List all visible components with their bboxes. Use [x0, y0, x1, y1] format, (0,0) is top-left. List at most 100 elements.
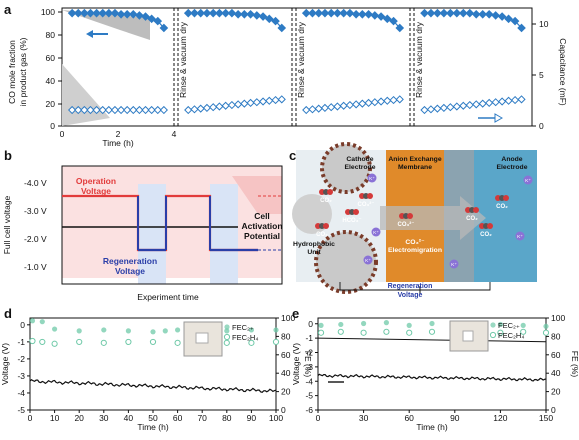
- fe-c2h4-point: [406, 329, 413, 336]
- svg-text:2: 2: [116, 129, 121, 139]
- molecule-label: HCO₃⁻: [342, 218, 361, 224]
- fe-c2h4-point: [76, 338, 83, 346]
- svg-text:0: 0: [539, 121, 544, 131]
- x-tick-label: 0: [316, 413, 321, 423]
- panel-a-co-point: [183, 8, 193, 18]
- regen-circuit: [339, 282, 491, 291]
- y-tick-label: 0: [20, 320, 25, 330]
- panel-a-cap-point: [446, 103, 455, 112]
- panel-a-cap-point: [389, 95, 398, 105]
- panel-a-co-point: [196, 8, 206, 18]
- fe-c2-point: [520, 322, 526, 328]
- membrane-label-1: Anion Exchange: [388, 156, 441, 163]
- panel-a-cap-point: [510, 95, 520, 105]
- panel-a-cap-point: [209, 103, 218, 112]
- fe-c2-point: [76, 328, 82, 334]
- panel-a-cap-point: [92, 105, 101, 115]
- panel-e-photo-sample: [462, 330, 474, 342]
- panel-a-co-point: [370, 11, 380, 20]
- gap-label-3: Rinse & vacuum dry: [414, 21, 424, 98]
- panel-a-co-point: [215, 8, 224, 18]
- anode-label-2: Electrode: [497, 164, 528, 171]
- molecule-label: CO₃²⁻: [398, 221, 415, 228]
- molecule-label: CO₂: [320, 198, 332, 204]
- y-tick-label: -2: [17, 354, 25, 364]
- fe-c2-point: [406, 322, 412, 328]
- fe-c2h4-point: [360, 329, 367, 336]
- fe-c2h4-point: [542, 329, 550, 336]
- x-tick-label: 100: [269, 413, 283, 423]
- regen-label-1: Regeneration: [388, 283, 433, 290]
- panel-a-co-point: [301, 8, 311, 18]
- panel-a-co-point: [86, 8, 95, 18]
- panel-a-cap-point: [86, 105, 95, 115]
- panel-a-cap-point: [472, 100, 481, 109]
- fe-c2h4-point: [248, 339, 255, 346]
- oxygen-atom: [327, 189, 333, 195]
- panel-a-co-point: [227, 8, 237, 18]
- panel-a-cap-point: [327, 103, 336, 112]
- y-tick-label: -6: [305, 405, 313, 415]
- oxygen-atom: [473, 207, 479, 213]
- panel-a-cap-point: [339, 101, 348, 110]
- svg-text:10: 10: [539, 19, 549, 29]
- fe-c2h4-point: [272, 338, 280, 346]
- panel-a-cap-point: [116, 105, 126, 115]
- panel-a-cap-point: [159, 105, 168, 115]
- panel-b-regen-band-2: [210, 184, 238, 284]
- anode-label-1: Anode: [501, 156, 522, 163]
- panel-a-co-point: [382, 14, 392, 24]
- panel-letter-e: e: [292, 306, 299, 321]
- svg-text:-4.0 V: -4.0 V: [24, 178, 47, 188]
- y-tick-label: -5: [17, 405, 25, 415]
- panel-a-co-point: [339, 8, 348, 18]
- y-right-tick-label: 60: [281, 350, 291, 360]
- panel-a-co-point: [116, 9, 126, 19]
- cathode-particle-bottom: [314, 230, 378, 294]
- panel-a-cap-point: [202, 103, 212, 113]
- panel-letter-a: a: [4, 2, 12, 17]
- panel-b-activation-wedge: [232, 176, 282, 214]
- panel-a-co-point: [465, 8, 475, 18]
- panel-d-legend-1: FEC₂₊: [232, 323, 254, 332]
- x-tick-label: 90: [247, 413, 257, 423]
- panel-d-ylabel-right: FE (%): [303, 351, 313, 378]
- fe-c2-point: [162, 328, 168, 334]
- panel-a-x-ticks: 0 2 4: [60, 129, 177, 139]
- molecule-label: CO₃²⁻: [358, 201, 375, 208]
- panel-a-cap-point: [308, 105, 317, 114]
- panel-a-cap-point: [459, 101, 468, 110]
- y-tick-label: -5: [305, 391, 313, 401]
- y-tick-label: -1: [17, 337, 25, 347]
- panel-a-cap-point: [383, 96, 392, 105]
- panel-a-co-point: [478, 9, 488, 19]
- fe-c2h4-point: [39, 338, 46, 346]
- fe-c2h4-point: [29, 337, 36, 345]
- panel-a-co-point: [73, 8, 83, 18]
- arrow-left-icon: [86, 30, 93, 38]
- svg-text:-1.0 V: -1.0 V: [24, 262, 47, 272]
- fe-c2h4-point: [317, 329, 325, 336]
- panel-e-xlabel: Time (h): [416, 422, 447, 432]
- panel-a-co-point: [128, 9, 138, 19]
- x-tick-label: 30: [99, 413, 109, 423]
- panel-a-co-point: [190, 8, 199, 18]
- svg-text:80: 80: [46, 30, 56, 40]
- x-tick-label: 60: [404, 413, 414, 423]
- panel-a-cap-point: [498, 97, 507, 106]
- panel-d-photo-sample: [195, 332, 209, 344]
- potassium-ion: [523, 175, 533, 185]
- panel-b-xlabel: Experiment time: [137, 292, 199, 302]
- fe-c2-point: [273, 327, 279, 333]
- potassium-ion: [515, 231, 525, 241]
- panel-a-co-point: [98, 8, 108, 18]
- gap-label-1: Rinse & vacuum dry: [178, 21, 188, 98]
- panel-a-co-point: [104, 8, 114, 18]
- panel-a-cap-point: [376, 97, 386, 106]
- legend-marker-2: [223, 333, 231, 341]
- panel-letter-b: b: [4, 148, 12, 163]
- panel-a-ylabel-1: CO mole fraction: [7, 40, 17, 104]
- oxygen-atom: [353, 209, 359, 215]
- fe-c2h4-point: [149, 338, 157, 346]
